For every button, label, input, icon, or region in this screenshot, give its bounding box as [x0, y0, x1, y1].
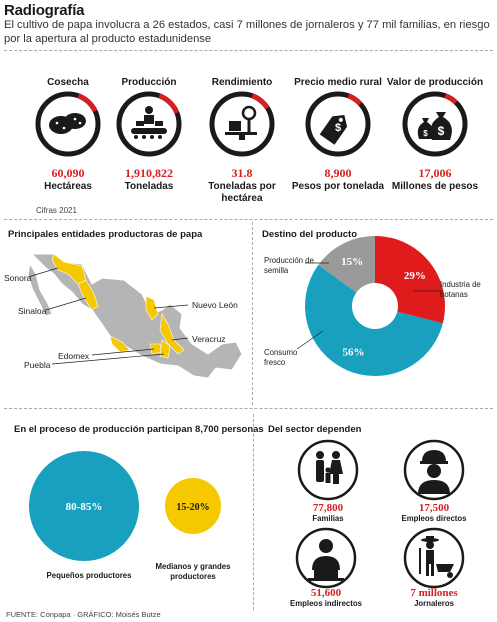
participation-bubbles: 80-85% 15-20% [29, 451, 221, 561]
map-label-sinaloa: Sinaloa [18, 306, 47, 316]
donut-slice-1 [305, 264, 443, 376]
map-title: Principales entidades productoras de pap… [8, 229, 203, 240]
stat-unit: Hectáreas [44, 181, 92, 192]
stat-cosecha: Cosecha 60,090 Hectáreas [18, 64, 118, 193]
stat-produccion: Producción 1,910,822 Toneladas [99, 64, 199, 193]
family-icon [297, 439, 359, 501]
label-small-producers: Pequeños productores [46, 571, 132, 580]
farmer-icon [403, 527, 465, 589]
sector-label-jornaleros: Jornaleros [414, 599, 454, 608]
stat-value: 8,900 [324, 166, 352, 180]
state-nuevo-leon [145, 295, 159, 321]
map-label-veracruz: Veracruz [192, 334, 226, 344]
sector-value-families: 77,800 [312, 502, 344, 514]
destination-title: Destino del producto [262, 229, 357, 240]
donut-value-label-2: 15% [341, 256, 363, 268]
sector-label-direct: Empleos directos [401, 514, 467, 523]
state-veracruz [159, 313, 185, 355]
sector-title: Del sector dependen [268, 424, 362, 435]
donut-chart: 29% 56% 15% [296, 236, 445, 376]
stat-label: Rendimiento [211, 77, 273, 88]
bubble-small-producers [29, 451, 139, 561]
source-note: FUENTE: Conpapa · GRÁFICO: Moisés Butze [6, 610, 161, 619]
stat-label: Valor de producción [386, 77, 484, 88]
stat-precio: Precio medio rural $ 8,900 Pesos por ton… [288, 64, 388, 193]
state-sinaloa [77, 279, 99, 311]
money-bags-icon: $ $ [402, 91, 468, 157]
svg-text:$: $ [438, 124, 445, 138]
bubble-large-value: 15-20% [176, 502, 209, 513]
state-puebla [159, 339, 171, 359]
divider [253, 414, 254, 610]
stat-label: Cosecha [47, 77, 89, 88]
stat-value: 17,006 [418, 166, 452, 180]
pie-label-consumo: Consumo fresco [264, 348, 298, 367]
divider [4, 219, 493, 220]
sector-label-families: Familias [312, 514, 344, 523]
state-jalisco-area [109, 335, 131, 353]
stat-valor: Valor de producción $ $ 17,006 Millones … [385, 64, 485, 193]
donut-slice-2 [318, 236, 375, 293]
conveyor-icon [116, 91, 182, 157]
sector-value-jornaleros: 7 millones [410, 587, 458, 599]
donut-slice-0 [375, 236, 445, 324]
price-tag-icon: $ [305, 91, 371, 157]
stat-value: 31.8 [231, 166, 253, 180]
pie-label-semilla: Producción de semilla [264, 256, 314, 275]
stat-rendimiento: Rendimiento 31.8 Toneladas por hectárea [192, 64, 292, 205]
stat-unit: Millones de pesos [391, 181, 479, 192]
stat-label: Precio medio rural [294, 77, 382, 88]
office-worker-icon [295, 527, 357, 589]
donut-value-label-0: 29% [404, 270, 426, 282]
map-label-puebla: Puebla [24, 360, 51, 370]
participation-title: En el proceso de producción participan 8… [14, 424, 264, 435]
divider [4, 50, 493, 51]
map-label-sonora: Sonora [4, 273, 32, 283]
divider [4, 408, 493, 409]
svg-text:$: $ [335, 122, 341, 134]
divider [252, 222, 253, 405]
map-label-edomex: Edomex [58, 351, 90, 361]
scale-icon [209, 91, 275, 157]
bubble-large-producers [165, 478, 221, 534]
worker-icon [403, 439, 465, 501]
stat-unit: Toneladas [124, 181, 174, 192]
stat-label: Producción [121, 77, 177, 88]
mexico-map [27, 253, 243, 379]
map-label-nuevo-leon: Nuevo León [192, 300, 238, 310]
stat-value: 1,910,822 [125, 166, 173, 180]
stat-unit: Toneladas por hectárea [208, 181, 276, 204]
page-subtitle: El cultivo de papa involucra a 26 estado… [4, 19, 490, 45]
label-large-producers: Medianos y grandes productores [155, 562, 231, 581]
stat-value: 60,090 [51, 166, 85, 180]
donut-value-label-1: 56% [342, 347, 364, 359]
bubble-small-value: 80-85% [66, 501, 103, 513]
potato-icon [35, 91, 101, 157]
figures-note: Cifras 2021 [36, 206, 77, 215]
page-title: Radiografía [4, 2, 85, 19]
sector-value-direct: 17,500 [418, 502, 450, 514]
pie-label-botanas: Industria de botanas [440, 280, 481, 299]
sector-value-indirect: 51,600 [310, 587, 342, 599]
sector-label-indirect: Empleos indirectos [290, 599, 362, 608]
svg-text:$: $ [423, 129, 428, 138]
stat-unit: Pesos por tonelada [291, 181, 385, 192]
